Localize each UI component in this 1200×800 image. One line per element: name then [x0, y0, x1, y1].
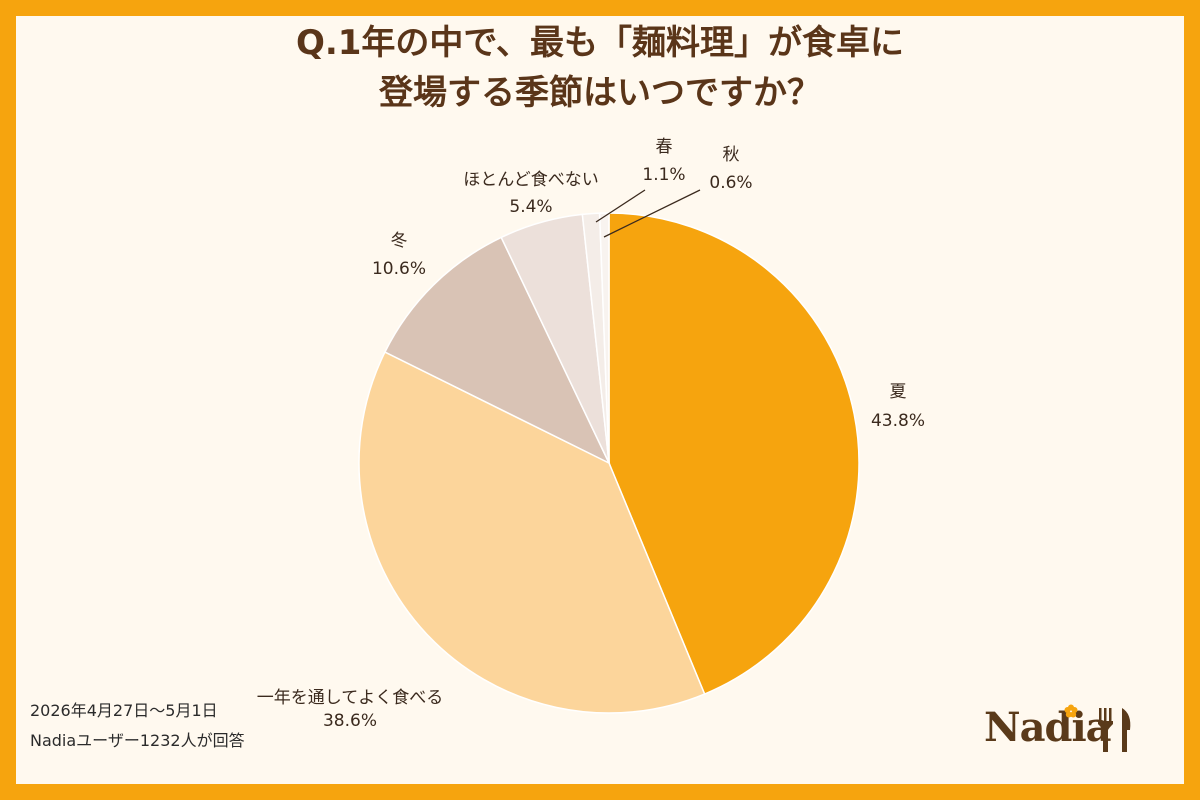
logo-text: Nadia: [984, 704, 1112, 751]
pie-slices: [358, 212, 860, 714]
slice-value-allyear: 38.6%: [323, 711, 377, 731]
slice-label-summer: 夏: [890, 382, 907, 402]
slice-value-summer: 43.8%: [871, 411, 925, 431]
leader-line-spring: [595, 189, 646, 223]
slice-label-autumn: 秋: [723, 145, 740, 165]
chart-title-line2: 登場する季節はいつですか？: [379, 73, 821, 113]
slice-label-spring: 春: [656, 137, 673, 157]
slice-value-winter: 10.6%: [372, 259, 426, 279]
slice-value-rarely: 5.4%: [509, 197, 552, 217]
chart-title: Q.1年の中で、最も「麺料理」が食卓に 登場する季節はいつですか？: [0, 18, 1200, 118]
slice-value-autumn: 0.6%: [709, 173, 752, 193]
leader-line-autumn: [603, 189, 701, 238]
nadia-logo: Nadia: [984, 702, 1134, 758]
slice-label-rarely: ほとんど食べない: [463, 170, 599, 190]
chart-title-line1: Q.1年の中で、最も「麺料理」が食卓に: [295, 23, 905, 63]
survey-respondents: Nadiaユーザー1232人が回答: [30, 731, 245, 750]
slice-label-allyear: 一年を通してよく食べる: [257, 688, 444, 708]
pie-slice-allyear: [358, 351, 706, 714]
fork-knife-icon: [1098, 708, 1131, 752]
slice-label-winter: 冬: [391, 231, 408, 251]
pie-slice-summer: [608, 212, 860, 695]
slice-value-spring: 1.1%: [642, 165, 685, 185]
flower-icon: [1064, 704, 1078, 718]
pie-slice-winter: [383, 236, 611, 465]
survey-period: 2026年4月27日～5月1日: [30, 701, 218, 720]
survey-footer: 2026年4月27日～5月1日 Nadiaユーザー1232人が回答: [30, 696, 245, 756]
